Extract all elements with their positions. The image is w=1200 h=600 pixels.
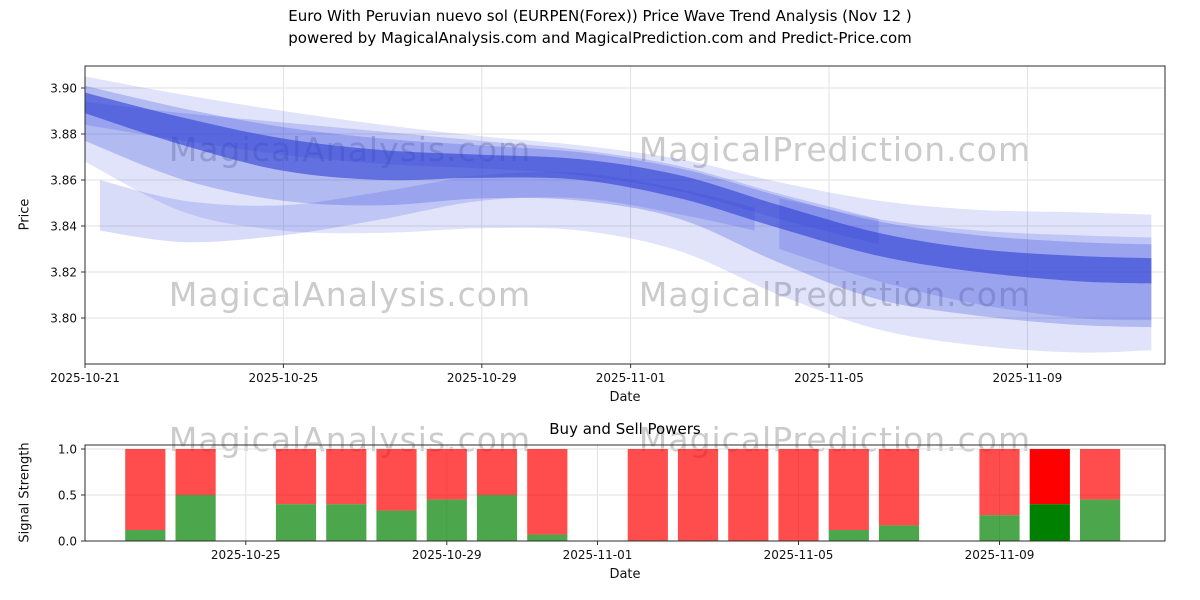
buy-power-bar — [527, 534, 568, 541]
sell-power-bar — [1080, 449, 1121, 500]
watermark-text: MagicalAnalysis.com — [169, 275, 531, 314]
power-y-tick-label: 0.0 — [58, 535, 77, 549]
buy-power-bar — [1029, 504, 1070, 541]
price-band-streak-low — [99, 171, 755, 243]
buy-power-bar — [979, 515, 1020, 541]
sell-power-bar — [828, 449, 869, 530]
price-band-streak-high — [85, 101, 879, 245]
sell-power-bar — [979, 449, 1020, 516]
sell-power-bar — [878, 449, 920, 526]
buy-power-bar — [326, 504, 367, 541]
price-y-tick-label: 3.86 — [50, 174, 77, 188]
buy-power-bar — [878, 525, 920, 541]
sell-power-bar — [476, 449, 518, 495]
sell-power-bar — [275, 449, 317, 505]
price-wave-bands — [85, 76, 1152, 353]
power-plot-frame — [84, 444, 1166, 542]
signal-strength-axis-label: Signal Strength — [17, 442, 33, 543]
price-plot-frame — [84, 65, 1166, 365]
power-x-tick-label: 2025-11-01 — [563, 548, 633, 562]
power-x-tick-label: 2025-11-05 — [764, 548, 834, 562]
price-band-core — [85, 92, 1152, 284]
chart-title-line1: Euro With Peruvian nuevo sol (EURPEN(For… — [288, 7, 912, 25]
price-y-tick-label: 3.80 — [50, 312, 77, 326]
price-y-tick-label: 3.84 — [50, 220, 77, 234]
buy-power-bar — [828, 530, 869, 541]
power-y-tick-label: 1.0 — [58, 443, 77, 457]
chart-title-line2: powered by MagicalAnalysis.com and Magic… — [288, 29, 912, 47]
sell-power-bar — [627, 449, 668, 541]
buy-power-bar — [275, 504, 317, 541]
sell-power-bar — [677, 449, 719, 541]
price-x-tick-label: 2025-10-21 — [50, 371, 120, 385]
sell-power-bar — [125, 449, 166, 530]
date-axis-label-top: Date — [609, 390, 641, 405]
power-x-tick-label: 2025-10-29 — [412, 548, 482, 562]
buy-power-bar — [175, 495, 216, 541]
buy-power-bar — [1080, 499, 1121, 541]
price-y-tick-label: 3.88 — [50, 128, 77, 142]
price-x-tick-label: 2025-11-01 — [596, 371, 666, 385]
watermark-text: MagicalPrediction.com — [639, 130, 1031, 169]
price-x-tick-label: 2025-11-05 — [794, 371, 864, 385]
price-x-tick-label: 2025-10-25 — [249, 371, 319, 385]
buy-sell-bars — [125, 449, 1121, 541]
buy-power-bar — [125, 530, 166, 541]
sell-power-bar — [728, 449, 769, 541]
sell-power-bar — [527, 449, 568, 535]
sell-power-bar — [778, 449, 819, 541]
price-band-outer — [85, 76, 1152, 353]
price-x-tick-label: 2025-10-29 — [447, 371, 517, 385]
sell-power-bar — [376, 449, 417, 511]
power-chart-title: Buy and Sell Powers — [549, 420, 701, 438]
buy-power-bar — [376, 510, 417, 541]
buy-power-bar — [476, 495, 518, 541]
price-y-tick-label: 3.82 — [50, 266, 77, 280]
watermark-text: MagicalPrediction.com — [639, 275, 1031, 314]
power-x-tick-label: 2025-11-09 — [965, 548, 1035, 562]
buy-power-bar — [426, 499, 467, 541]
price-axis-label: Price — [17, 198, 33, 231]
power-y-tick-label: 0.5 — [58, 489, 77, 503]
sell-power-bar — [175, 449, 216, 495]
price-x-tick-label: 2025-11-09 — [993, 371, 1063, 385]
sell-power-bar — [426, 449, 467, 500]
sell-power-bar — [1029, 449, 1070, 505]
date-axis-label-bottom: Date — [609, 567, 641, 582]
price-band-mid — [85, 85, 1152, 328]
power-x-tick-label: 2025-10-25 — [211, 548, 281, 562]
sell-power-bar — [326, 449, 367, 505]
price-y-tick-label: 3.90 — [50, 82, 77, 96]
